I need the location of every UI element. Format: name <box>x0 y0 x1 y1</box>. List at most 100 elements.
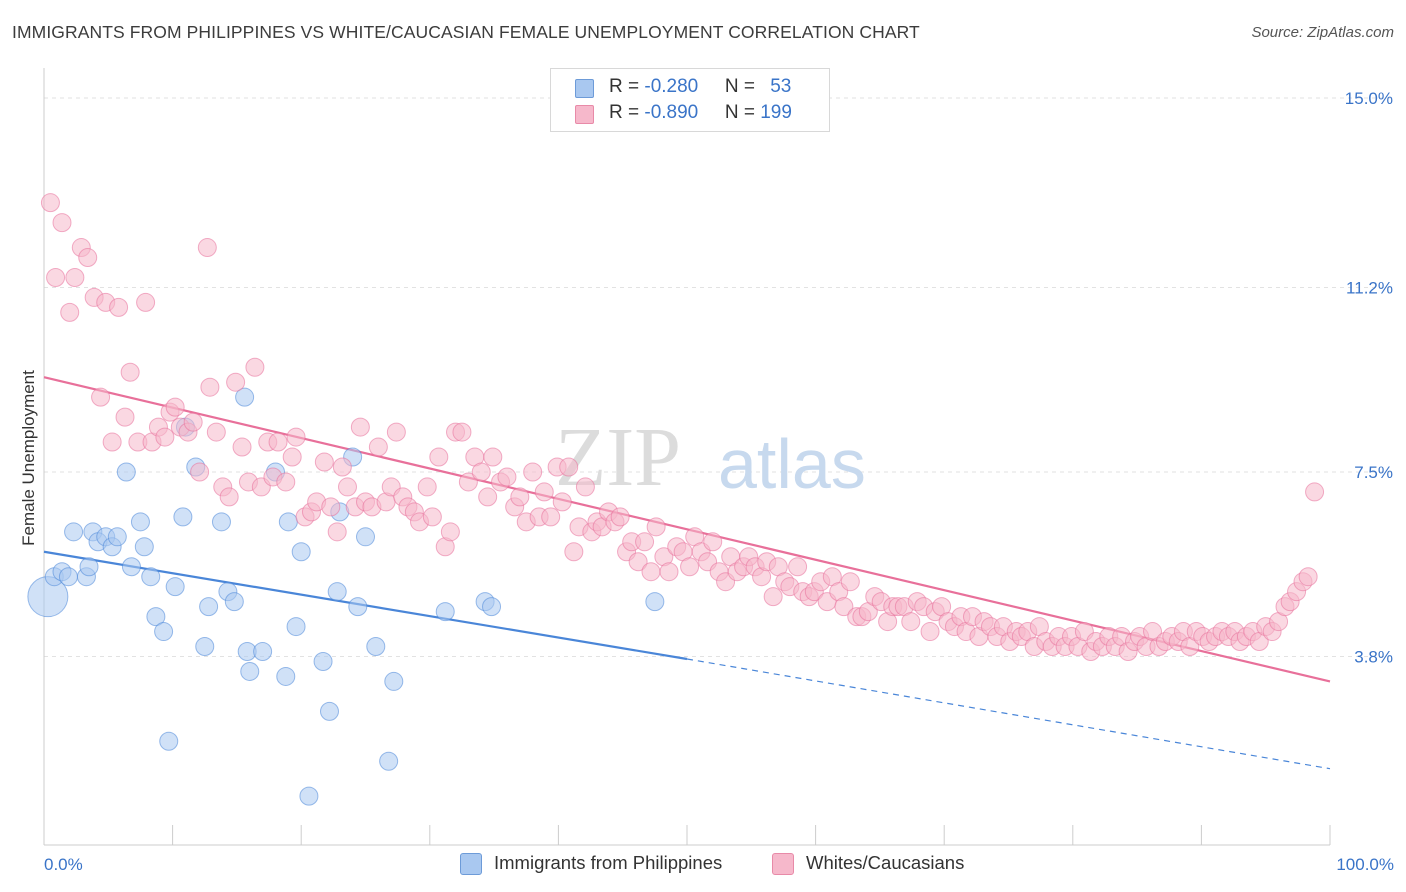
data-point-whites <box>332 457 352 477</box>
data-point-whites <box>1298 567 1318 587</box>
data-point-whites <box>120 362 140 382</box>
data-point-whites <box>763 587 783 607</box>
data-point-whites <box>680 557 700 577</box>
data-point-philippines <box>58 567 78 587</box>
data-point-whites <box>245 357 265 377</box>
data-point-philippines <box>313 651 333 671</box>
data-point-whites <box>564 542 584 562</box>
chart-source: Source: ZipAtlas.com <box>1251 24 1394 41</box>
data-point-whites <box>834 597 854 617</box>
data-point-whites <box>46 267 66 287</box>
data-point-whites <box>646 517 666 537</box>
data-point-whites <box>268 432 288 452</box>
bottom-legend-swatch-whites <box>772 853 794 875</box>
data-point-whites <box>115 407 135 427</box>
data-point-whites <box>40 193 60 213</box>
data-point-whites <box>65 267 85 287</box>
data-point-philippines <box>195 637 215 657</box>
legend-swatch-philippines <box>575 79 594 98</box>
data-point-whites <box>1305 482 1325 502</box>
data-point-whites <box>552 492 572 512</box>
data-point-whites <box>635 532 655 552</box>
legend-n-label: N = <box>724 76 761 97</box>
y-axis-label: Female Unemployment <box>19 370 38 546</box>
x-tick-label-min: 0.0% <box>44 855 83 874</box>
legend-n-label: N = <box>724 102 761 123</box>
data-point-whites <box>282 447 302 467</box>
data-point-philippines <box>482 597 502 617</box>
y-tick-label: 11.2% <box>1346 278 1393 297</box>
data-point-philippines <box>253 642 273 662</box>
data-point-whites <box>641 562 661 582</box>
legend-n-value: 199 <box>760 102 792 123</box>
data-point-whites <box>321 497 341 517</box>
data-point-whites <box>200 377 220 397</box>
data-point-philippines <box>79 557 99 577</box>
data-point-whites <box>78 248 98 268</box>
data-point-whites <box>920 622 940 642</box>
data-point-whites <box>136 292 156 312</box>
watermark-zip: ZIP <box>555 411 681 504</box>
data-point-philippines <box>224 592 244 612</box>
data-point-whites <box>429 447 449 467</box>
data-point-whites <box>559 457 579 477</box>
data-point-whites <box>155 427 175 447</box>
data-point-whites <box>471 462 491 482</box>
data-point-whites <box>109 297 129 317</box>
data-point-whites <box>60 302 80 322</box>
data-point-philippines <box>319 701 339 721</box>
data-point-philippines <box>384 671 404 691</box>
data-point-whites <box>628 552 648 572</box>
data-point-philippines <box>154 622 174 642</box>
data-points <box>27 193 1325 806</box>
data-point-philippines <box>278 512 298 532</box>
data-point-whites <box>478 487 498 507</box>
bottom-legend-label-whites: Whites/Caucasians <box>806 852 965 873</box>
data-point-whites <box>610 507 630 527</box>
data-point-whites <box>483 447 503 467</box>
data-point-whites <box>510 487 530 507</box>
data-point-whites <box>337 477 357 497</box>
data-point-whites <box>575 477 595 497</box>
legend-n-value: 53 <box>770 76 792 97</box>
data-point-philippines <box>379 751 399 771</box>
data-point-whites <box>226 372 246 392</box>
trend-extension-philippines <box>686 658 1331 770</box>
data-point-philippines <box>116 462 136 482</box>
data-point-whites <box>452 422 472 442</box>
data-point-whites <box>219 487 239 507</box>
y-tick-label: 15.0% <box>1345 89 1393 108</box>
data-point-whites <box>497 467 517 487</box>
legend-r-value: -0.890 <box>644 102 699 123</box>
y-tick-label: 7.5% <box>1354 463 1393 482</box>
data-point-whites <box>523 462 543 482</box>
data-point-philippines <box>130 512 150 532</box>
data-point-philippines <box>165 577 185 597</box>
bottom-legend-swatch-philippines <box>460 853 482 875</box>
data-point-whites <box>165 397 185 417</box>
data-point-whites <box>840 572 860 592</box>
data-point-whites <box>232 437 252 457</box>
legend-r-value: -0.280 <box>644 76 699 97</box>
data-point-philippines <box>286 617 306 637</box>
data-point-philippines <box>235 387 255 407</box>
data-point-whites <box>197 238 217 258</box>
data-point-whites <box>659 562 679 582</box>
data-point-philippines <box>327 582 347 602</box>
data-point-whites <box>52 213 72 233</box>
axes <box>43 68 1331 846</box>
data-point-whites <box>534 482 554 502</box>
data-point-philippines <box>299 786 319 806</box>
data-point-whites <box>386 422 406 442</box>
data-point-whites <box>350 417 370 437</box>
data-point-philippines <box>240 661 260 681</box>
data-point-philippines <box>121 557 141 577</box>
data-point-philippines <box>276 666 296 686</box>
data-point-whites <box>286 427 306 447</box>
data-point-philippines <box>356 527 375 547</box>
data-point-whites <box>206 422 226 442</box>
data-point-philippines <box>159 731 179 751</box>
data-point-whites <box>91 387 111 407</box>
watermark-atlas: atlas <box>718 425 866 503</box>
